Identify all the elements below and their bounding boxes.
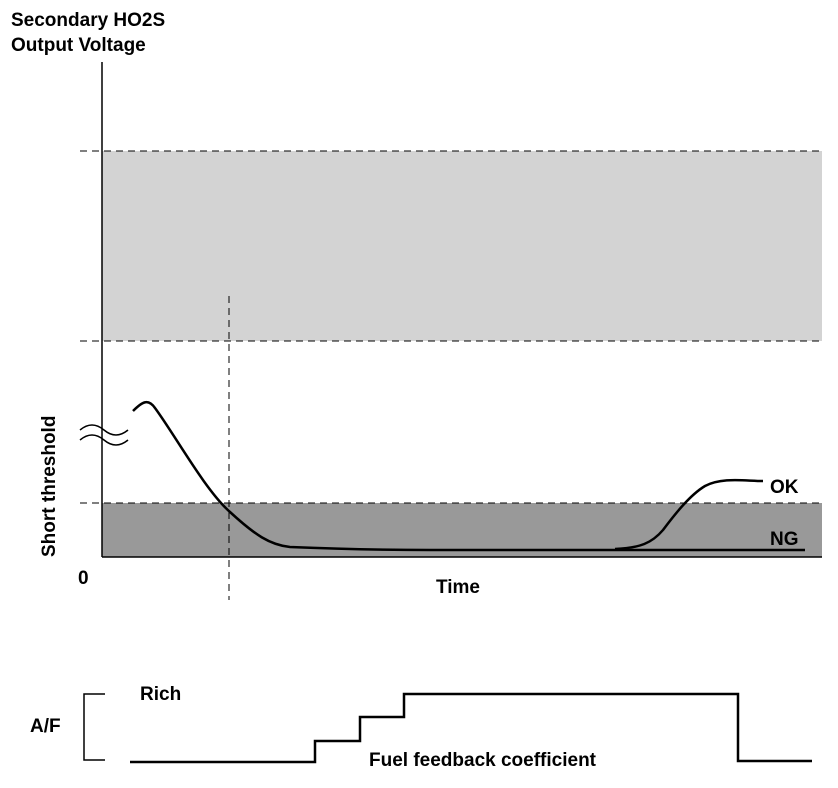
- short-threshold-label: Short threshold: [39, 416, 60, 557]
- upper-voltage-band: [102, 151, 822, 341]
- ng-curve: [132, 400, 805, 552]
- origin-label: 0: [78, 568, 89, 589]
- fuel-feedback-step-trace: [130, 692, 812, 764]
- y-axis-title-line1: Secondary HO2S: [11, 10, 165, 31]
- y-axis-title-line2: Output Voltage: [11, 35, 146, 56]
- short-threshold-band: [102, 503, 822, 557]
- af-bracket: [83, 693, 105, 761]
- ok-label: OK: [770, 477, 799, 498]
- ok-curve: [614, 478, 764, 551]
- axis-break-symbol: [79, 424, 129, 446]
- rich-label: Rich: [140, 684, 181, 705]
- fuel-feedback-label: Fuel feedback coefficient: [369, 750, 597, 771]
- af-label: A/F: [30, 716, 61, 737]
- ng-label: NG: [770, 529, 799, 550]
- x-axis-label: Time: [436, 577, 480, 598]
